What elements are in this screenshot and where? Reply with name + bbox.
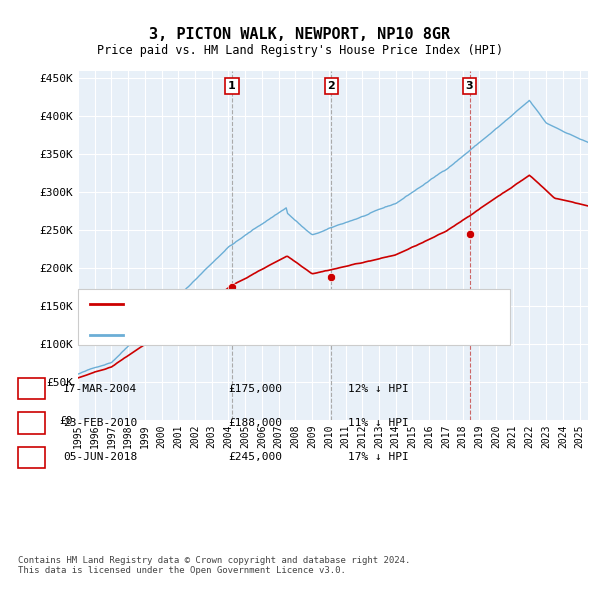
Text: 3: 3	[466, 81, 473, 91]
Text: 3, PICTON WALK, NEWPORT, NP10 8GR (detached house): 3, PICTON WALK, NEWPORT, NP10 8GR (detac…	[129, 299, 442, 309]
Text: 12% ↓ HPI: 12% ↓ HPI	[348, 384, 409, 394]
Text: £188,000: £188,000	[228, 418, 282, 428]
Text: 17-MAR-2004: 17-MAR-2004	[63, 384, 137, 394]
Text: 3: 3	[28, 453, 35, 462]
Text: 2: 2	[28, 418, 35, 428]
Text: £175,000: £175,000	[228, 384, 282, 394]
Text: Price paid vs. HM Land Registry's House Price Index (HPI): Price paid vs. HM Land Registry's House …	[97, 44, 503, 57]
Text: 17% ↓ HPI: 17% ↓ HPI	[348, 453, 409, 462]
Text: 11% ↓ HPI: 11% ↓ HPI	[348, 418, 409, 428]
Text: 23-FEB-2010: 23-FEB-2010	[63, 418, 137, 428]
Text: HPI: Average price, detached house, Newport: HPI: Average price, detached house, Newp…	[129, 330, 398, 339]
Text: 3, PICTON WALK, NEWPORT, NP10 8GR: 3, PICTON WALK, NEWPORT, NP10 8GR	[149, 27, 451, 41]
Text: 05-JUN-2018: 05-JUN-2018	[63, 453, 137, 462]
Text: 1: 1	[28, 384, 35, 394]
Text: 2: 2	[327, 81, 335, 91]
Text: 1: 1	[228, 81, 236, 91]
Text: Contains HM Land Registry data © Crown copyright and database right 2024.
This d: Contains HM Land Registry data © Crown c…	[18, 556, 410, 575]
Text: £245,000: £245,000	[228, 453, 282, 462]
